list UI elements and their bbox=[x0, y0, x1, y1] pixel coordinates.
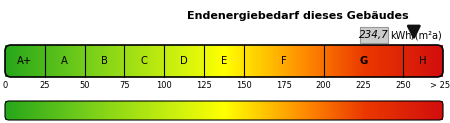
Text: G: G bbox=[359, 56, 368, 66]
Text: D: D bbox=[180, 56, 188, 66]
Text: 175: 175 bbox=[276, 81, 292, 90]
Text: 150: 150 bbox=[236, 81, 252, 90]
Text: Endenergiebedarf dieses Gebäudes: Endenergiebedarf dieses Gebäudes bbox=[187, 11, 409, 21]
Text: 200: 200 bbox=[315, 81, 331, 90]
Text: 0: 0 bbox=[2, 81, 8, 90]
Text: 225: 225 bbox=[356, 81, 371, 90]
Text: kWh/(m²a): kWh/(m²a) bbox=[390, 30, 441, 40]
Text: F: F bbox=[281, 56, 287, 66]
Text: 100: 100 bbox=[157, 81, 172, 90]
Text: E: E bbox=[221, 56, 227, 66]
Text: A+: A+ bbox=[17, 56, 32, 66]
Text: 250: 250 bbox=[395, 81, 411, 90]
Text: H: H bbox=[419, 56, 427, 66]
Text: C: C bbox=[141, 56, 148, 66]
Text: A: A bbox=[61, 56, 68, 66]
Text: B: B bbox=[101, 56, 108, 66]
Text: 234,7: 234,7 bbox=[359, 30, 389, 40]
Text: 50: 50 bbox=[79, 81, 90, 90]
FancyBboxPatch shape bbox=[360, 27, 388, 43]
Text: > 250: > 250 bbox=[430, 81, 450, 90]
Text: 125: 125 bbox=[196, 81, 212, 90]
Text: 25: 25 bbox=[40, 81, 50, 90]
Text: 75: 75 bbox=[119, 81, 130, 90]
